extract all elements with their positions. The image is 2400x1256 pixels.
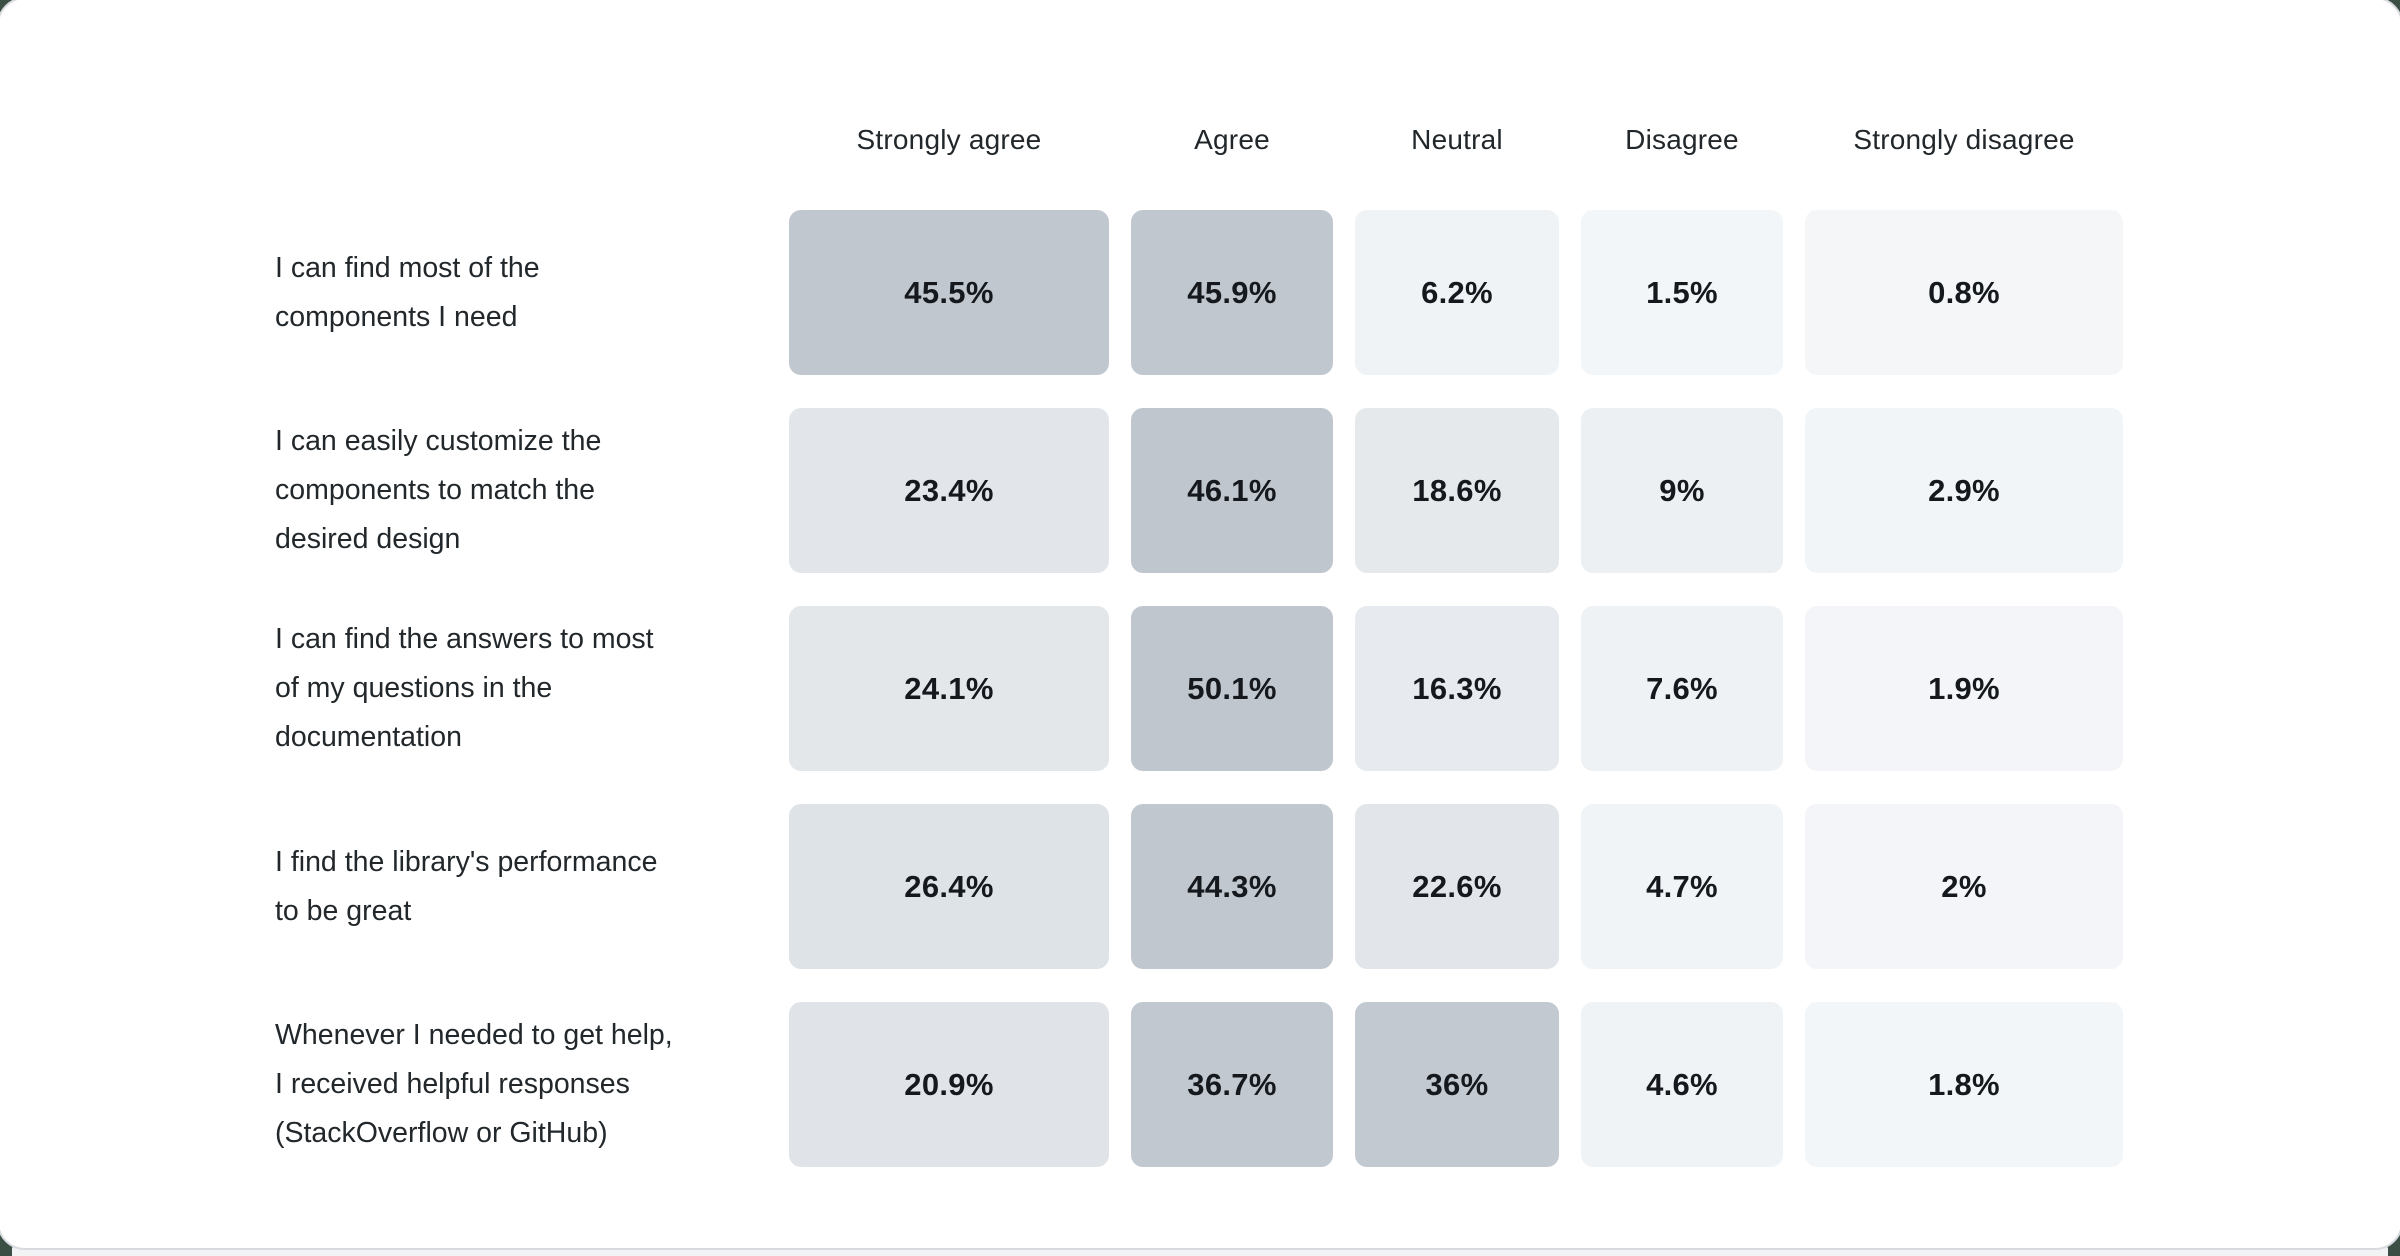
heatmap-cell: 1.9% (1805, 606, 2123, 771)
heatmap-cell: 44.3% (1131, 804, 1333, 969)
survey-heatmap: Strongly agree Agree Neutral Disagree St… (275, 118, 2123, 1167)
heatmap-cell: 2% (1805, 804, 2123, 969)
heatmap-cell: 45.9% (1131, 210, 1333, 375)
heatmap-cell: 46.1% (1131, 408, 1333, 573)
column-header-strongly-disagree: Strongly disagree (1853, 124, 2075, 155)
heatmap-body: I can find most of the components I need… (275, 210, 2123, 1167)
column-header-agree: Agree (1194, 124, 1270, 155)
row-label: I find the library's performance to be g… (275, 845, 658, 927)
heatmap-cell: 24.1% (789, 606, 1109, 771)
heatmap-cell: 26.4% (789, 804, 1109, 969)
row-label: I can find most of the components I need (275, 251, 540, 333)
heatmap-cell: 45.5% (789, 210, 1109, 375)
heatmap-cell: 7.6% (1581, 606, 1783, 771)
column-header-disagree: Disagree (1625, 124, 1739, 155)
row-label: I can easily customize the components to… (275, 425, 602, 555)
heatmap-cell: 22.6% (1355, 804, 1559, 969)
heatmap-cell: 4.7% (1581, 804, 1783, 969)
heatmap-cell: 50.1% (1131, 606, 1333, 771)
heatmap-cell: 16.3% (1355, 606, 1559, 771)
heatmap-cell: 2.9% (1805, 408, 2123, 573)
row-label: I can find the answers to most of my que… (275, 623, 654, 753)
heatmap-cell: 9% (1581, 408, 1783, 573)
heatmap-cell: 18.6% (1355, 408, 1559, 573)
heatmap-cell: 1.5% (1581, 210, 1783, 375)
heatmap-cell: 23.4% (789, 408, 1109, 573)
heatmap-header-row: Strongly agree Agree Neutral Disagree St… (275, 118, 2123, 162)
heatmap-cell: 36% (1355, 1002, 1559, 1167)
column-header-neutral: Neutral (1411, 124, 1503, 155)
column-header-strongly-agree: Strongly agree (856, 124, 1042, 155)
heatmap-cell: 36.7% (1131, 1002, 1333, 1167)
heatmap-cell: 6.2% (1355, 210, 1559, 375)
heatmap-cell: 4.6% (1581, 1002, 1783, 1167)
heatmap-cell: 1.8% (1805, 1002, 2123, 1167)
row-label: Whenever I needed to get help, I receive… (275, 1019, 673, 1149)
heatmap-cell: 20.9% (789, 1002, 1109, 1167)
heatmap-cell: 0.8% (1805, 210, 2123, 375)
